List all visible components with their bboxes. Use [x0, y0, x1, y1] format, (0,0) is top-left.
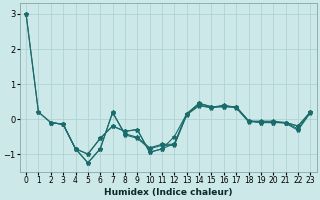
X-axis label: Humidex (Indice chaleur): Humidex (Indice chaleur)	[104, 188, 232, 197]
